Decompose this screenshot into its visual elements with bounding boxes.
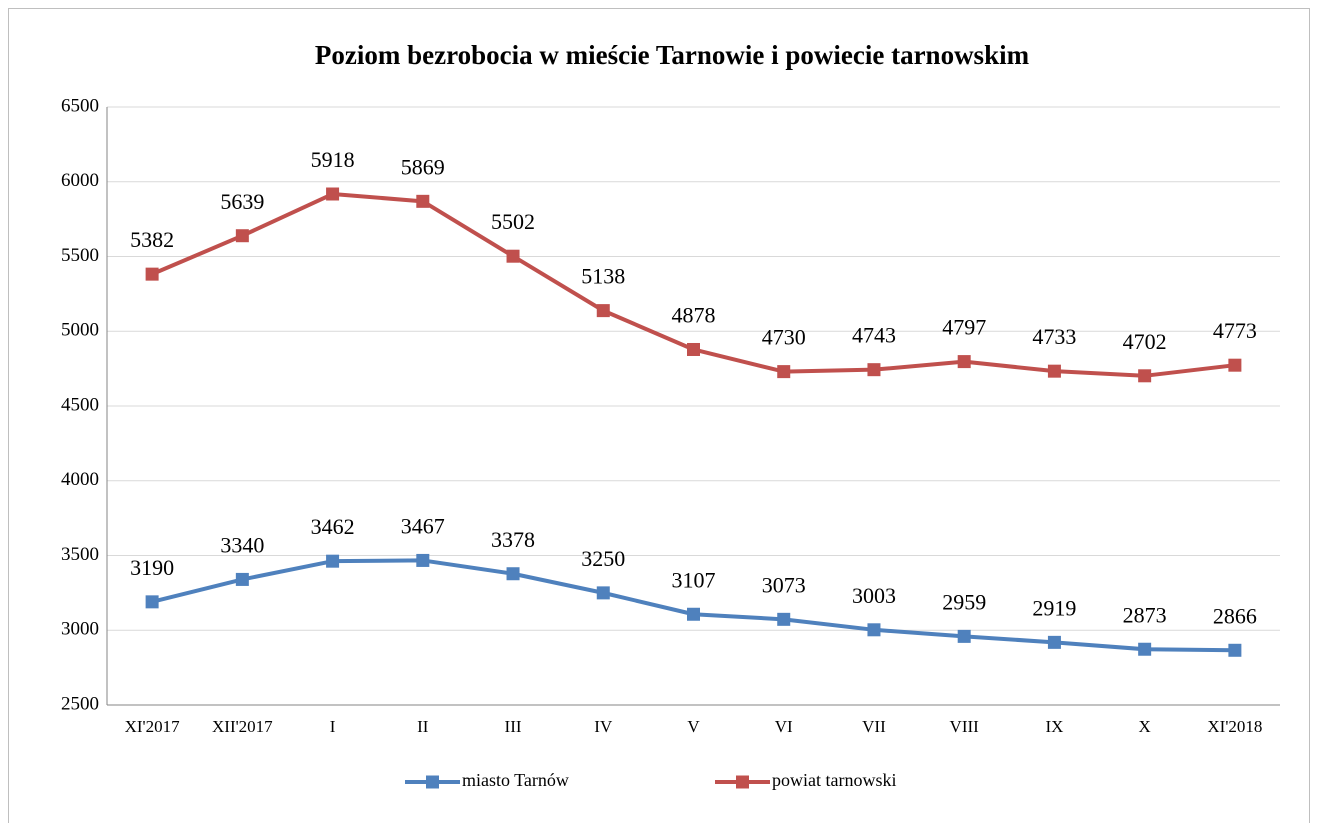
y-tick-label: 5500	[61, 245, 99, 266]
marker	[326, 187, 340, 201]
marker	[235, 572, 249, 586]
y-tick-label: 4000	[61, 469, 99, 490]
data-label: 3107	[672, 567, 716, 592]
data-label: 3467	[401, 513, 445, 538]
marker	[1047, 364, 1061, 378]
y-tick-label: 3500	[61, 544, 99, 565]
x-tick-label: VI	[775, 717, 793, 736]
x-tick-label: VIII	[950, 717, 980, 736]
y-tick-label: 2500	[61, 693, 99, 714]
y-tick-label: 5000	[61, 320, 99, 341]
data-label: 5382	[130, 227, 174, 252]
marker	[1047, 635, 1061, 649]
x-tick-label: IV	[594, 717, 613, 736]
legend-marker	[736, 775, 749, 789]
chart-frame	[8, 8, 1310, 823]
data-label: 2873	[1123, 602, 1167, 627]
data-label: 2959	[942, 589, 986, 614]
marker	[145, 267, 159, 281]
marker	[777, 365, 791, 379]
x-tick-label: VII	[862, 717, 886, 736]
data-label: 4733	[1032, 324, 1076, 349]
data-label: 5869	[401, 154, 445, 179]
x-tick-label: XII'2017	[212, 717, 273, 736]
data-label: 5138	[581, 264, 625, 289]
marker	[326, 554, 340, 568]
x-tick-label: I	[330, 717, 336, 736]
data-label: 2919	[1032, 595, 1076, 620]
data-label: 5639	[220, 189, 264, 214]
marker	[777, 612, 791, 626]
data-label: 4878	[672, 303, 716, 328]
marker	[596, 304, 610, 318]
data-label: 3073	[762, 572, 806, 597]
y-tick-label: 6000	[61, 170, 99, 191]
x-tick-label: X	[1139, 717, 1151, 736]
marker	[687, 607, 700, 621]
legend-label: miasto Tarnów	[462, 770, 569, 790]
marker	[145, 595, 159, 609]
x-tick-label: V	[687, 717, 700, 736]
marker	[506, 249, 520, 263]
data-label: 5502	[491, 209, 535, 234]
chart-title: Poziom bezrobocia w mieście Tarnowie i p…	[315, 40, 1030, 70]
marker	[1228, 358, 1242, 372]
x-tick-label: XI'2017	[125, 717, 181, 736]
marker	[506, 567, 520, 581]
data-label: 3003	[852, 583, 896, 608]
marker	[416, 553, 430, 567]
marker	[1228, 643, 1242, 657]
marker	[867, 363, 881, 377]
data-label: 4797	[942, 315, 986, 340]
legend-marker	[426, 775, 439, 789]
marker	[235, 229, 249, 243]
y-tick-label: 3000	[61, 619, 99, 640]
x-tick-label: XI'2018	[1207, 717, 1262, 736]
data-label: 3340	[220, 532, 264, 557]
data-label: 4730	[762, 325, 806, 350]
data-label: 2866	[1213, 603, 1257, 628]
data-label: 3462	[311, 514, 355, 539]
x-tick-label: IX	[1045, 717, 1063, 736]
x-tick-label: III	[505, 717, 522, 736]
marker	[416, 194, 430, 208]
marker	[1138, 642, 1152, 656]
data-label: 4773	[1213, 318, 1257, 343]
data-label: 4743	[852, 323, 896, 348]
marker	[687, 342, 700, 356]
y-tick-label: 6500	[61, 95, 99, 116]
marker	[1138, 369, 1152, 383]
data-label: 3190	[130, 555, 174, 580]
marker	[596, 586, 610, 600]
x-tick-label: II	[417, 717, 429, 736]
data-label: 5918	[311, 147, 355, 172]
data-label: 3378	[491, 527, 535, 552]
marker	[957, 355, 971, 369]
legend-label: powiat tarnowski	[772, 770, 896, 790]
data-label: 4702	[1123, 329, 1167, 354]
marker	[957, 629, 971, 643]
marker	[867, 623, 881, 637]
data-label: 3250	[581, 546, 625, 571]
y-tick-label: 4500	[61, 394, 99, 415]
